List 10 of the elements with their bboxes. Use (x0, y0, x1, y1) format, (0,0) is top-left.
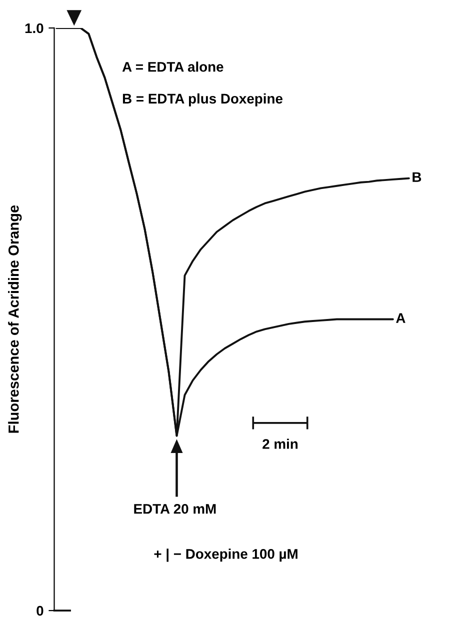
series-label: B (412, 172, 422, 182)
series-label: A (396, 313, 406, 323)
annotation: B = EDTA plus Doxepine (122, 93, 282, 106)
annotation: A = EDTA alone (122, 62, 224, 72)
annotation: 2 min (262, 438, 298, 449)
annotation: + | − Doxepine 100 µM (154, 548, 298, 562)
annotation: EDTA 20 mM (134, 504, 216, 514)
y-tick-label: 1.0 (25, 23, 44, 34)
y-tick-label: 0 (36, 606, 44, 616)
y-axis-title: Fluorescence of Acridine Orange (8, 205, 22, 433)
